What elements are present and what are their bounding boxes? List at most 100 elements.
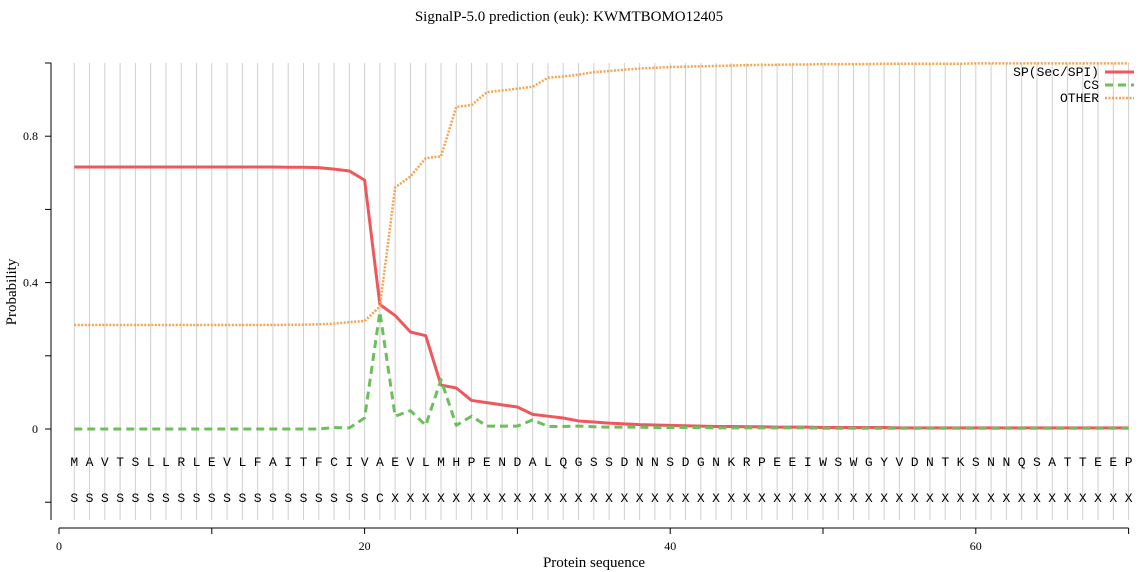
residue-letter: D (911, 455, 919, 470)
residue-label: S (101, 491, 109, 506)
series-lines (74, 62, 1129, 431)
residue-label: S (86, 491, 94, 506)
residue-label: S (116, 491, 124, 506)
series-line-sp-sec-spi- (74, 165, 1129, 430)
residue-label: S (315, 491, 323, 506)
residue-label: X (575, 491, 583, 506)
residue-letter: M (437, 455, 445, 470)
residue-label: X (422, 491, 430, 506)
residue-label: X (513, 491, 521, 506)
residue-label: C (376, 491, 384, 506)
residue-label: X (1064, 491, 1072, 506)
residue-label: X (529, 491, 537, 506)
residue-letter: L (147, 455, 155, 470)
residue-label: X (437, 491, 445, 506)
residue-letter: T (300, 455, 308, 470)
residue-letter: E (483, 455, 491, 470)
residue-letter: G (697, 455, 705, 470)
residue-label: X (941, 491, 949, 506)
residue-letter: S (972, 455, 980, 470)
residue-letter: N (636, 455, 644, 470)
x-tick-label: 0 (56, 539, 62, 553)
residue-letter: P (758, 455, 766, 470)
residue-letter: V (895, 455, 903, 470)
residue-letter: C (330, 455, 338, 470)
residue-letter: E (391, 455, 399, 470)
residue-label: X (712, 491, 720, 506)
residue-label: S (147, 491, 155, 506)
series-line-other (74, 62, 1129, 327)
residue-letter: I (804, 455, 812, 470)
residue-label: S (193, 491, 201, 506)
residue-label: X (1109, 491, 1117, 506)
residue-letter: T (1079, 455, 1087, 470)
residue-label: X (819, 491, 827, 506)
residue-label: X (452, 491, 460, 506)
legend-label: SP(Sec/SPI) (1013, 65, 1099, 80)
residue-label: S (361, 491, 369, 506)
residue-label: X (682, 491, 690, 506)
residue-letter: W (819, 455, 827, 470)
residue-letter: A (376, 455, 384, 470)
residue-letter: P (1125, 455, 1133, 470)
residue-letter: V (223, 455, 231, 470)
residue-letter: D (682, 455, 690, 470)
residue-letter: V (101, 455, 109, 470)
residue-label: S (162, 491, 170, 506)
residue-letter: I (345, 455, 353, 470)
residue-letter: A (1048, 455, 1056, 470)
residue-letter: F (315, 455, 323, 470)
residue-letter: N (651, 455, 659, 470)
residue-letter: T (1064, 455, 1072, 470)
residue-label: X (1048, 491, 1056, 506)
residue-letter: E (1094, 455, 1102, 470)
residue-label: X (651, 491, 659, 506)
residue-label: S (330, 491, 338, 506)
residue-label: X (880, 491, 888, 506)
residue-label: X (1094, 491, 1102, 506)
residue-label: X (743, 491, 751, 506)
residue-label: X (498, 491, 506, 506)
residue-letter: E (208, 455, 216, 470)
residue-letter: A (86, 455, 94, 470)
residue-letter: D (513, 455, 521, 470)
residue-letter: N (926, 455, 934, 470)
residue-letter: S (590, 455, 598, 470)
residue-letter: M (70, 455, 78, 470)
residue-letter: W (850, 455, 858, 470)
residue-label: X (895, 491, 903, 506)
residue-label: X (926, 491, 934, 506)
residue-letter: Q (1018, 455, 1026, 470)
residue-letter: L (238, 455, 246, 470)
residue-grid (73, 63, 1130, 520)
residue-label: X (590, 491, 598, 506)
residue-letter: A (269, 455, 277, 470)
residue-label: X (544, 491, 552, 506)
residue-label: S (284, 491, 292, 506)
residue-label: S (223, 491, 231, 506)
residue-label: X (636, 491, 644, 506)
residue-letter: R (743, 455, 751, 470)
residue-letter: N (498, 455, 506, 470)
y-tick-label: 0.8 (23, 129, 38, 143)
residue-label: S (254, 491, 262, 506)
x-tick-label: 20 (359, 539, 371, 553)
residue-letter: A (529, 455, 537, 470)
residue-label: X (1018, 491, 1026, 506)
residue-label: X (1125, 491, 1133, 506)
y-tick-label: 0 (32, 422, 38, 436)
residue-label: X (620, 491, 628, 506)
residue-letter: P (468, 455, 476, 470)
residue-letter: Y (880, 455, 888, 470)
residue-letter: V (361, 455, 369, 470)
residue-letter: T (941, 455, 949, 470)
residue-letter: S (834, 455, 842, 470)
residue-letter: N (987, 455, 995, 470)
residue-letter: N (712, 455, 720, 470)
chart-title: SignalP-5.0 prediction (euk): KWMTBOMO12… (415, 9, 723, 25)
y-axis-label: Probability (4, 258, 20, 325)
residue-label: X (987, 491, 995, 506)
